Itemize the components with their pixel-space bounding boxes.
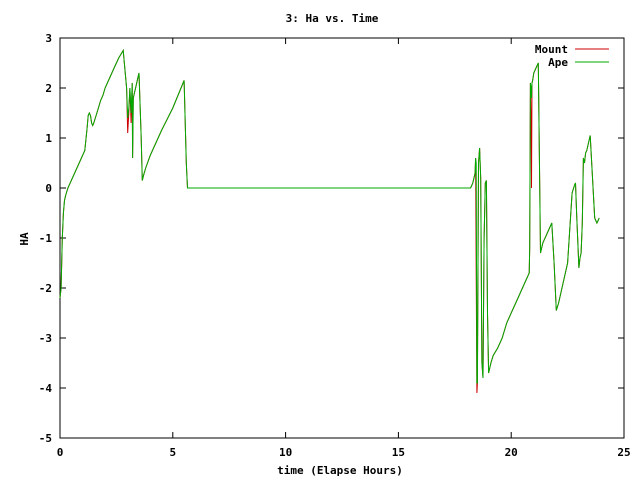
x-axis-label: time (Elapse Hours) <box>277 464 403 477</box>
y-tick-label: -3 <box>39 332 52 345</box>
y-tick-label: 0 <box>45 182 52 195</box>
y-tick-label: -2 <box>39 282 52 295</box>
legend-label-ape: Ape <box>548 56 568 69</box>
y-tick-label: 1 <box>45 132 52 145</box>
x-tick-label: 15 <box>392 446 405 459</box>
y-tick-label: -5 <box>39 432 52 445</box>
y-axis-label: HA <box>18 232 31 246</box>
y-tick-label: -4 <box>39 382 53 395</box>
series-line-ape <box>59 48 600 384</box>
x-tick-label: 5 <box>169 446 176 459</box>
x-tick-label: 25 <box>617 446 630 459</box>
y-tick-label: -1 <box>39 232 53 245</box>
series-lines <box>59 48 600 394</box>
y-tick-label: 2 <box>45 82 52 95</box>
x-tick-label: 10 <box>279 446 292 459</box>
x-tick-label: 0 <box>57 446 64 459</box>
axis-ticks: 0 5 10 15 20 25 -5 -4 -3 -2 -1 0 1 2 3 <box>39 32 631 459</box>
legend-label-mount: Mount <box>535 43 568 56</box>
y-tick-label: 3 <box>45 32 52 45</box>
chart-title: 3: Ha vs. Time <box>286 12 379 25</box>
x-tick-label: 20 <box>505 446 518 459</box>
